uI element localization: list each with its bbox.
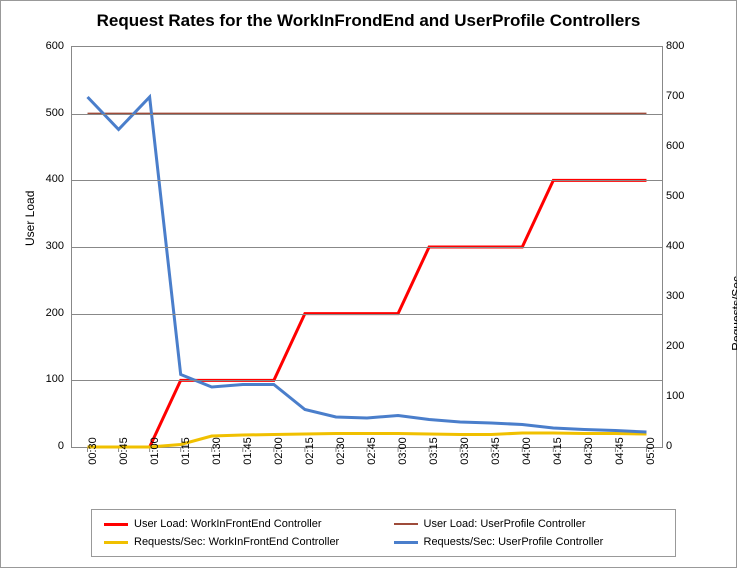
y-right-tick: 100: [666, 390, 684, 402]
x-tick: 04:45: [614, 437, 626, 465]
y-axis-right-label: Requests/Sec: [730, 276, 737, 351]
y-axis-left-label: User Load: [23, 191, 37, 246]
y-left-tick: 600: [24, 40, 64, 52]
x-tick: 04:00: [521, 437, 533, 465]
y-right-tick: 200: [666, 340, 684, 352]
y-left-tick: 200: [24, 307, 64, 319]
x-tick: 03:30: [459, 437, 471, 465]
y-right-tick: 800: [666, 40, 684, 52]
x-tick: 02:00: [273, 437, 285, 465]
chart-title: Request Rates for the WorkInFrondEnd and…: [1, 11, 736, 31]
legend-label: Requests/Sec: WorkInFrontEnd Controller: [134, 536, 339, 548]
y-left-tick: 0: [24, 440, 64, 452]
y-left-tick: 100: [24, 373, 64, 385]
x-tick: 00:30: [87, 437, 99, 465]
x-tick: 02:15: [304, 437, 316, 465]
grid-line: [72, 314, 662, 315]
legend-swatch: [104, 523, 128, 526]
y-right-tick: 500: [666, 190, 684, 202]
x-tick: 01:15: [180, 437, 192, 465]
x-tick: 01:45: [242, 437, 254, 465]
legend-label: Requests/Sec: UserProfile Controller: [424, 536, 604, 548]
x-tick: 03:15: [428, 437, 440, 465]
legend-swatch: [104, 541, 128, 544]
legend-item: User Load: WorkInFrontEnd Controller: [104, 518, 374, 530]
x-tick: 04:30: [583, 437, 595, 465]
x-tick: 03:45: [490, 437, 502, 465]
grid-line: [72, 380, 662, 381]
y-left-tick: 300: [24, 240, 64, 252]
x-tick: 04:15: [552, 437, 564, 465]
legend-swatch: [394, 541, 418, 544]
y-right-tick: 600: [666, 140, 684, 152]
x-tick: 01:30: [211, 437, 223, 465]
x-tick: 02:30: [335, 437, 347, 465]
y-right-tick: 0: [666, 440, 672, 452]
x-tick: 00:45: [118, 437, 130, 465]
legend-item: Requests/Sec: UserProfile Controller: [394, 536, 664, 548]
y-left-tick: 500: [24, 107, 64, 119]
y-left-tick: 400: [24, 173, 64, 185]
y-right-tick: 400: [666, 240, 684, 252]
x-tick: 02:45: [366, 437, 378, 465]
y-right-tick: 700: [666, 90, 684, 102]
legend-item: User Load: UserProfile Controller: [394, 518, 664, 530]
chart-container: Request Rates for the WorkInFrondEnd and…: [0, 0, 737, 568]
grid-line: [72, 247, 662, 248]
legend-label: User Load: UserProfile Controller: [424, 518, 586, 530]
grid-line: [72, 114, 662, 115]
legend-swatch: [394, 523, 418, 525]
y-right-tick: 300: [666, 290, 684, 302]
x-tick: 03:00: [397, 437, 409, 465]
grid-line: [72, 180, 662, 181]
x-tick: 05:00: [645, 437, 657, 465]
x-tick: 01:00: [149, 437, 161, 465]
legend-item: Requests/Sec: WorkInFrontEnd Controller: [104, 536, 374, 548]
legend: User Load: WorkInFrontEnd Controller User…: [91, 509, 676, 557]
plot-area: [71, 46, 663, 448]
series-line: [88, 97, 647, 432]
legend-label: User Load: WorkInFrontEnd Controller: [134, 518, 322, 530]
